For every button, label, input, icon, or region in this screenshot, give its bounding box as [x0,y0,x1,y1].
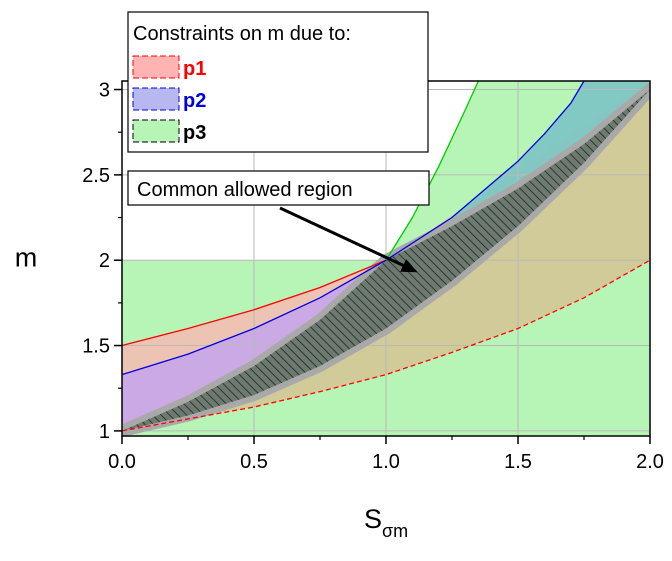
legend-swatch-p3 [132,119,180,143]
x-axis-title-main: S [364,504,382,534]
axis-ticks [114,88,651,444]
x-axis-title-subscript: σm [382,521,408,541]
constraint-curves [122,81,650,432]
x-axis-title: Sσm [364,504,408,541]
x-tick-label: 1.5 [504,451,532,473]
annotation-arrow [279,206,404,267]
annotation-box [127,170,430,206]
p1-upper-curve [122,259,387,347]
x-tick-label: 0.0 [108,451,136,473]
y-tick-label: 3 [99,80,110,102]
legend: Constraints on m due to: p1 p2 p3 [127,11,429,153]
y-axis-title: m [15,243,38,273]
legend-label-p2: p2 [183,90,206,112]
y-tick-label: 2 [99,250,110,272]
p3-curve [385,81,479,261]
x-tick-label: 2.0 [636,451,664,473]
legend-swatch-p1 [132,55,180,79]
p1-lower-dashed-curve [122,259,650,432]
y-tick-label: 2.5 [82,165,110,187]
annotation-text: Common allowed region [137,179,353,201]
y-tick-label: 1 [99,421,110,443]
tick-labels: 0.0 0.5 1.0 1.5 2.0 1 1.5 2 2.5 3 [82,80,664,473]
legend-title: Constraints on m due to: [133,23,351,45]
p2-upper-curve [122,81,585,376]
legend-entries: p1 p2 p3 [132,55,206,144]
legend-label-p3: p3 [183,122,206,144]
annotation-arrowhead [400,259,418,273]
y-tick-label: 1.5 [82,336,110,358]
x-tick-label: 0.5 [240,451,268,473]
legend-label-p1: p1 [183,58,206,80]
x-tick-label: 1.0 [372,451,400,473]
annotation: Common allowed region [127,170,430,273]
legend-swatch-p2 [132,87,180,111]
